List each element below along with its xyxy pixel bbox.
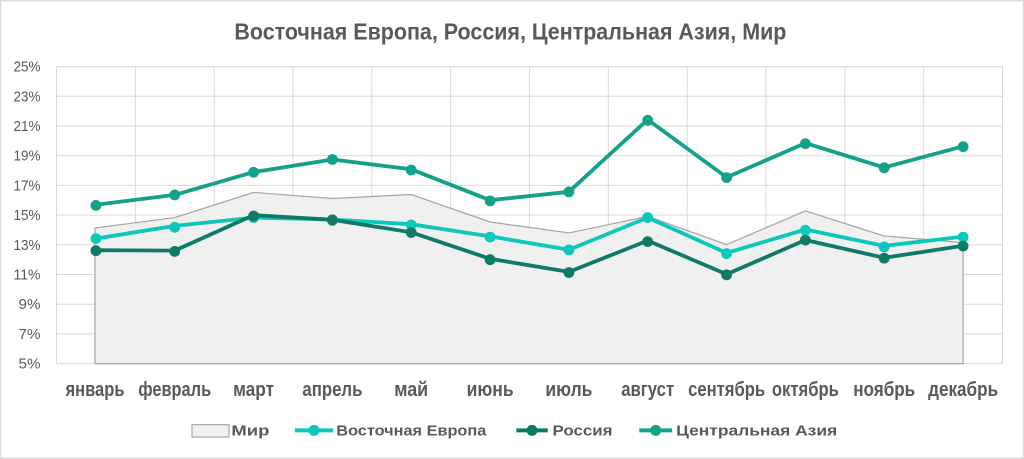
svg-text:15%: 15% bbox=[14, 207, 41, 224]
svg-text:23%: 23% bbox=[14, 88, 41, 105]
svg-text:21%: 21% bbox=[14, 118, 41, 135]
svg-text:Центральная Азия: Центральная Азия bbox=[676, 423, 837, 440]
svg-text:январь: январь bbox=[65, 379, 125, 401]
svg-text:март: март bbox=[233, 379, 274, 401]
svg-text:ноябрь: ноябрь bbox=[853, 379, 915, 401]
svg-text:19%: 19% bbox=[14, 148, 41, 165]
svg-text:февраль: февраль bbox=[138, 379, 211, 401]
svg-text:сентябрь: сентябрь bbox=[688, 379, 765, 401]
svg-text:Мир: Мир bbox=[231, 423, 269, 440]
svg-text:октябрь: октябрь bbox=[772, 379, 839, 401]
svg-text:август: август bbox=[621, 379, 674, 401]
svg-text:25%: 25% bbox=[14, 59, 41, 76]
svg-text:май: май bbox=[394, 379, 428, 401]
svg-text:декабрь: декабрь bbox=[928, 379, 998, 401]
svg-text:9%: 9% bbox=[19, 296, 41, 313]
svg-text:июнь: июнь bbox=[467, 379, 514, 401]
svg-text:11%: 11% bbox=[14, 267, 41, 284]
svg-text:апрель: апрель bbox=[302, 379, 362, 401]
svg-text:17%: 17% bbox=[14, 177, 41, 194]
svg-text:7%: 7% bbox=[19, 326, 41, 343]
svg-text:Восточная Европа, Россия, Цент: Восточная Европа, Россия, Центральная Аз… bbox=[234, 19, 786, 45]
svg-text:13%: 13% bbox=[14, 237, 41, 254]
svg-text:июль: июль bbox=[545, 379, 592, 401]
svg-text:Россия: Россия bbox=[553, 423, 613, 440]
svg-text:Восточная Европа: Восточная Европа bbox=[336, 423, 487, 440]
svg-text:5%: 5% bbox=[19, 356, 41, 373]
